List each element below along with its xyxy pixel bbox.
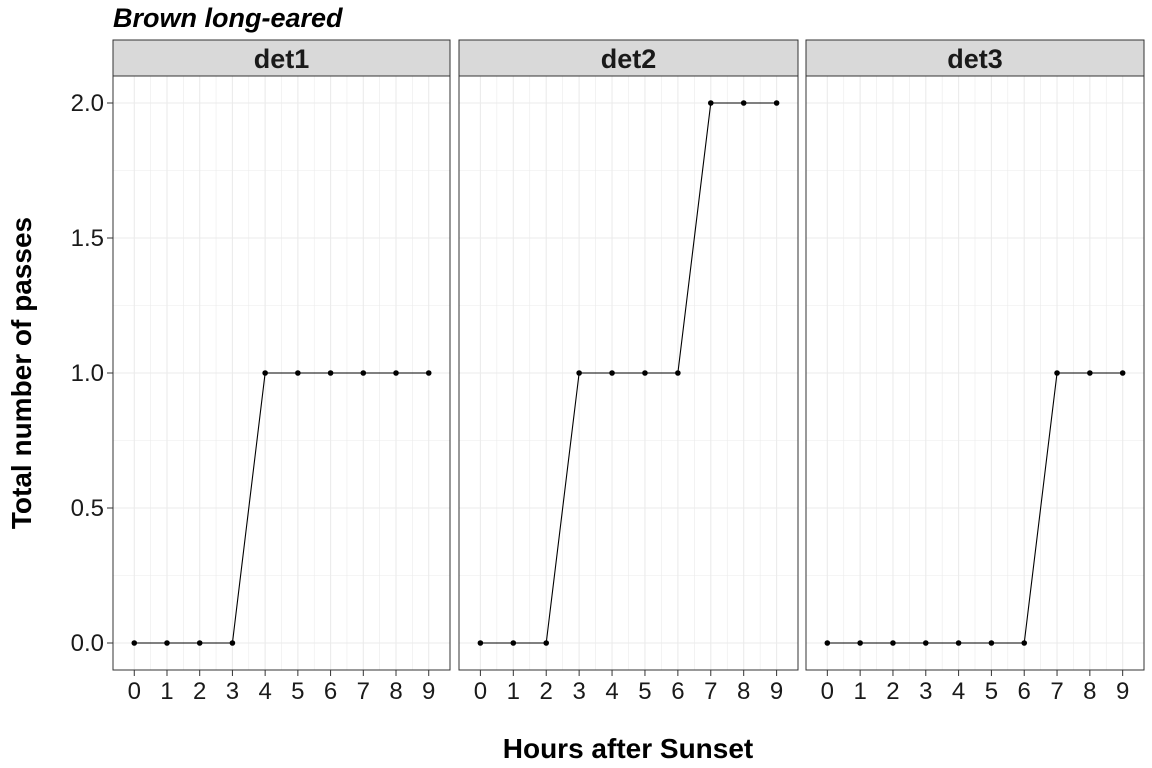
data-point: [955, 640, 962, 646]
data-point: [1054, 370, 1060, 376]
x-tick-label: 4: [952, 678, 965, 705]
data-point: [988, 640, 995, 646]
y-tick-label: 2.0: [71, 90, 104, 117]
data-point: [425, 370, 432, 376]
y-axis-title: Total number of passes: [6, 217, 37, 529]
x-tick-label: 0: [474, 678, 487, 705]
data-point: [229, 640, 236, 646]
y-tick-label: 1.5: [71, 225, 104, 252]
data-point: [675, 370, 681, 376]
x-tick-label: 8: [737, 678, 750, 705]
x-tick-label: 3: [572, 678, 585, 705]
y-tick-label: 0.0: [71, 630, 104, 657]
strip-header: [112, 39, 451, 77]
x-tick-label: 0: [128, 678, 141, 705]
strip-label: det1: [254, 44, 310, 74]
chart-title: Brown long-eared: [113, 3, 343, 33]
data-point: [543, 640, 550, 646]
panel-border: [458, 75, 799, 671]
series-line: [827, 372, 1123, 644]
x-tick-label: 5: [638, 678, 651, 705]
x-tick-label: 1: [160, 678, 173, 705]
panel-border: [805, 75, 1145, 671]
data-point: [131, 640, 138, 646]
panel-border: [112, 75, 451, 671]
strip-label: det2: [601, 44, 657, 74]
data-point: [609, 370, 615, 376]
x-tick-label: 5: [291, 678, 304, 705]
x-tick-label: 5: [985, 678, 998, 705]
x-tick-label: 6: [671, 678, 684, 705]
x-tick-label: 1: [507, 678, 520, 705]
x-tick-label: 9: [1116, 678, 1129, 705]
data-point: [740, 100, 747, 106]
data-point: [295, 370, 301, 376]
x-tick-label: 6: [324, 678, 337, 705]
data-point: [576, 370, 582, 376]
data-point: [196, 640, 203, 646]
x-tick-label: 3: [226, 678, 239, 705]
data-point: [1119, 370, 1126, 376]
data-point: [824, 640, 831, 646]
data-point: [327, 370, 334, 376]
data-point: [262, 370, 268, 376]
data-point: [857, 640, 863, 646]
data-point: [1087, 370, 1093, 376]
data-point: [773, 100, 780, 106]
x-tick-label: 1: [853, 678, 866, 705]
data-point: [360, 370, 367, 376]
data-point: [642, 370, 648, 376]
x-tick-label: 9: [422, 678, 435, 705]
data-point: [510, 640, 517, 646]
x-tick-label: 9: [770, 678, 783, 705]
strip-label: det3: [947, 44, 1003, 74]
data-point: [1021, 640, 1028, 646]
x-tick-label: 6: [1018, 678, 1031, 705]
x-axis-title: Hours after Sunset: [503, 733, 754, 764]
x-tick-label: 7: [704, 678, 717, 705]
panel-det1: det1 0 1 2 3 4 5 6 7 8 9: [112, 39, 451, 705]
x-tick-label: 4: [258, 678, 271, 705]
x-tick-label: 3: [919, 678, 932, 705]
strip-header: [805, 39, 1145, 77]
data-point: [707, 100, 714, 106]
strip-header: [458, 39, 799, 77]
x-tick-label: 2: [886, 678, 899, 705]
x-tick-label: 8: [389, 678, 402, 705]
y-tick-label: 0.5: [71, 495, 104, 522]
x-tick-label: 2: [540, 678, 553, 705]
x-tick-label: 8: [1083, 678, 1096, 705]
panel-det2: det2 0 1 2 3 4 5 6 7 8 9: [458, 39, 799, 705]
x-tick-label: 4: [605, 678, 618, 705]
data-point: [393, 370, 399, 376]
data-point: [164, 640, 170, 646]
series-line: [134, 372, 429, 644]
x-tick-label: 0: [821, 678, 834, 705]
y-tick-label: 1.0: [71, 360, 104, 387]
x-tick-label: 7: [1050, 678, 1063, 705]
x-tick-label: 2: [193, 678, 206, 705]
panel-det3: det3 0 1 2 3 4 5 6 7 8 9: [805, 39, 1145, 705]
data-point: [477, 640, 484, 646]
data-point: [890, 640, 896, 646]
data-point: [922, 640, 929, 646]
series-line: [480, 102, 777, 644]
x-tick-label: 7: [357, 678, 370, 705]
